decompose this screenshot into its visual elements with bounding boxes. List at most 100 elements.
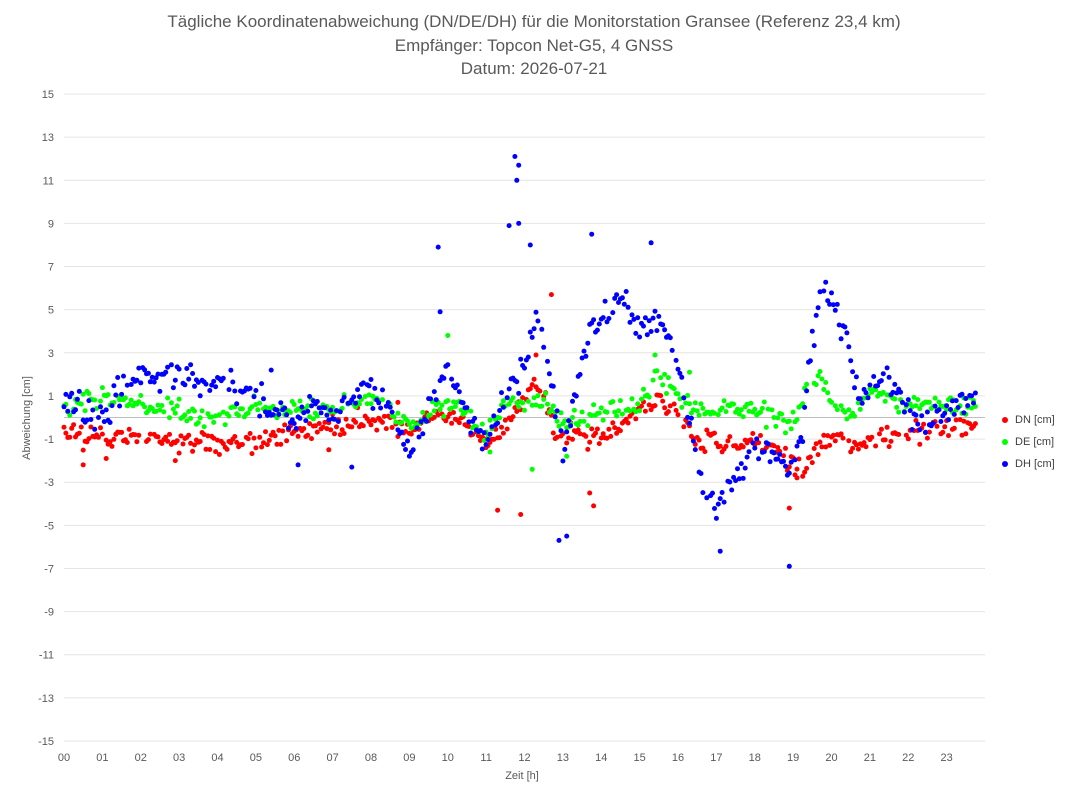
data-point (500, 404, 506, 410)
data-point (119, 391, 125, 397)
data-point (111, 383, 117, 389)
data-point (161, 409, 167, 415)
data-point (834, 301, 840, 307)
data-point (295, 462, 301, 468)
data-point (550, 430, 556, 436)
data-point (842, 324, 848, 330)
data-point (500, 430, 506, 436)
data-point (316, 405, 322, 411)
data-point (942, 424, 948, 430)
x-tick-label: 23 (941, 752, 953, 764)
data-point (758, 433, 763, 438)
data-point (729, 487, 735, 493)
data-point (253, 402, 259, 407)
data-point (307, 414, 313, 420)
data-point (723, 443, 729, 449)
legend-marker-dn (1002, 417, 1008, 423)
data-point (188, 440, 194, 446)
data-point (717, 443, 723, 449)
data-point (203, 381, 209, 387)
data-point (648, 329, 654, 334)
data-point (278, 400, 284, 406)
data-point (310, 416, 316, 422)
data-point (575, 427, 581, 433)
data-point (564, 440, 570, 446)
data-point (372, 385, 378, 391)
data-point (821, 288, 827, 294)
data-point (399, 429, 405, 435)
data-point (594, 327, 600, 333)
data-point (600, 417, 606, 423)
data-point (614, 413, 620, 419)
data-point (727, 479, 733, 485)
data-point (612, 409, 618, 415)
data-point (570, 398, 575, 404)
data-point (867, 382, 873, 388)
data-point (247, 385, 253, 391)
data-point (349, 424, 355, 430)
data-point (948, 407, 953, 412)
data-point (445, 333, 451, 338)
data-point (807, 358, 813, 364)
data-point (153, 375, 159, 381)
data-point (740, 444, 746, 450)
data-point (619, 411, 625, 417)
data-point (846, 438, 852, 444)
data-point (192, 408, 197, 414)
data-point (209, 382, 215, 388)
x-tick-label: 11 (480, 752, 491, 764)
data-point (882, 398, 888, 404)
data-point (625, 304, 631, 310)
data-point (934, 423, 940, 429)
data-point (197, 439, 203, 444)
data-point (155, 402, 161, 408)
data-point (284, 412, 290, 418)
x-tick-label: 16 (672, 752, 684, 764)
chart-date: Datum: 2026-07-21 (460, 59, 608, 78)
data-point (391, 414, 397, 420)
data-point (765, 406, 771, 412)
data-point (531, 395, 537, 401)
data-point (761, 449, 767, 455)
data-point (616, 408, 621, 414)
data-point (405, 438, 410, 444)
data-point (280, 428, 286, 434)
data-point (807, 454, 813, 460)
data-point (589, 413, 595, 418)
data-point (905, 397, 911, 403)
data-point (667, 403, 673, 409)
data-point (201, 432, 207, 437)
x-tick-label: 03 (173, 752, 185, 764)
data-point (804, 381, 810, 387)
data-point (278, 441, 284, 447)
data-point (184, 366, 190, 371)
y-tick-label: 13 (42, 132, 54, 144)
data-point (90, 407, 96, 413)
data-point (924, 409, 930, 415)
data-point (617, 398, 623, 404)
data-point (510, 414, 516, 420)
data-point (882, 437, 888, 443)
data-point (953, 417, 959, 423)
data-point (309, 403, 314, 409)
data-point (527, 386, 533, 392)
data-point (103, 437, 109, 443)
data-point (913, 403, 919, 409)
data-point (752, 406, 758, 412)
data-point (263, 404, 268, 410)
data-point (871, 374, 877, 379)
data-point (896, 409, 902, 415)
data-point (861, 395, 867, 401)
data-point (381, 413, 387, 419)
data-point (919, 413, 925, 419)
data-point (681, 395, 687, 401)
data-point (343, 416, 349, 422)
data-point (341, 394, 347, 400)
data-point (556, 537, 562, 543)
data-point (585, 446, 591, 452)
data-point (619, 295, 625, 301)
data-point (558, 428, 564, 434)
data-point (798, 435, 804, 440)
data-point (441, 414, 447, 419)
data-point (86, 391, 92, 396)
